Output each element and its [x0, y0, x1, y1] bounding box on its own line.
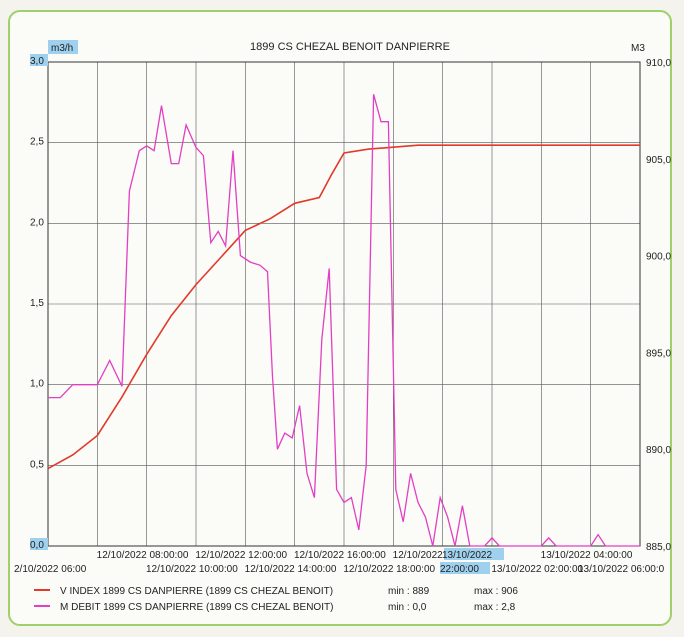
- right-axis-unit: M3: [631, 43, 645, 54]
- x-tick-label: 12/10/2022 20:00:00: [393, 550, 485, 561]
- x-tick-label: 22:00:00: [440, 564, 479, 575]
- left-tick-highlight: [30, 54, 48, 66]
- plot-area-border: [47, 61, 641, 547]
- left-tick-label: 0,0: [30, 540, 44, 551]
- legend-label-m-debit: M DEBIT 1899 CS DANPIERRE (1899 CS CHEZA…: [60, 602, 333, 613]
- left-tick-label: 2,0: [30, 217, 44, 228]
- right-tick-label: 905,0: [646, 155, 671, 166]
- chart-title: 1899 CS CHEZAL BENOIT DANPIERRE: [250, 41, 450, 53]
- legend-max-m-debit: max : 2,8: [474, 602, 516, 613]
- grid-lines: [48, 62, 640, 546]
- left-tick-label: 2,5: [30, 137, 44, 148]
- x-tick-label: 12/10/2022 10:00:00: [146, 564, 238, 575]
- x-tick-label: 13/10/2022 06:00:0: [578, 564, 665, 575]
- x-tick-label: 2/10/2022 06:00: [14, 564, 87, 575]
- legend-max-v-index: max : 906: [474, 586, 518, 597]
- left-axis-unit: m3/h: [51, 43, 73, 54]
- legend: V INDEX 1899 CS DANPIERRE (1899 CS CHEZA…: [34, 586, 518, 613]
- left-tick-label: 0,5: [30, 459, 44, 470]
- x-tick-label: 12/10/2022 08:00:00: [97, 550, 189, 561]
- x-tick-label: 12/10/2022 14:00:00: [245, 564, 337, 575]
- left-tick-highlight: [30, 538, 48, 550]
- left-tick-label: 1,0: [30, 379, 44, 390]
- right-tick-label: 900,0: [646, 252, 671, 263]
- right-tick-label: 910,0: [646, 58, 671, 69]
- x-tick-label: 13/10/2022 04:00:00: [541, 550, 633, 561]
- x-axis-labels-row2: 2/10/2022 06:00 12/10/2022 10:00:00 12/10/…: [14, 562, 665, 575]
- x-tick-label: 13/10/2022: [442, 550, 492, 561]
- legend-min-v-index: min : 889: [388, 586, 430, 597]
- right-tick-label: 890,0: [646, 445, 671, 456]
- x-tick-label: 12/10/2022 16:00:00: [294, 550, 386, 561]
- x-tick-highlight: [444, 548, 504, 560]
- x-tick-label: 12/10/2022 18:00:00: [343, 564, 435, 575]
- right-tick-label: 895,0: [646, 348, 671, 359]
- series-line-v-index: [47, 144, 640, 470]
- x-tick-label: 13/10/2022 02:00:00: [491, 564, 583, 575]
- x-axis-labels-row1: 12/10/2022 08:00:00 12/10/2022 12:00:00 12…: [97, 548, 633, 561]
- chart-frame: [8, 10, 672, 626]
- left-axis-ticks: 0,0 0,5 1,0 1,5 2,0 2,5 3,0: [30, 54, 48, 551]
- legend-label-v-index: V INDEX 1899 CS DANPIERRE (1899 CS CHEZA…: [60, 586, 333, 597]
- right-axis-ticks: 885,0 890,0 895,0 900,0 905,0 910,0: [646, 58, 671, 553]
- left-unit-highlight: [48, 40, 78, 54]
- series-line-m-debit: [48, 94, 640, 547]
- right-tick-label: 885,0: [646, 542, 671, 553]
- left-tick-label: 3,0: [30, 56, 44, 67]
- x-tick-label: 12/10/2022 12:00:00: [195, 550, 287, 561]
- left-tick-label: 1,5: [30, 298, 44, 309]
- x-tick-highlight: [440, 562, 490, 574]
- legend-min-m-debit: min : 0,0: [388, 602, 427, 613]
